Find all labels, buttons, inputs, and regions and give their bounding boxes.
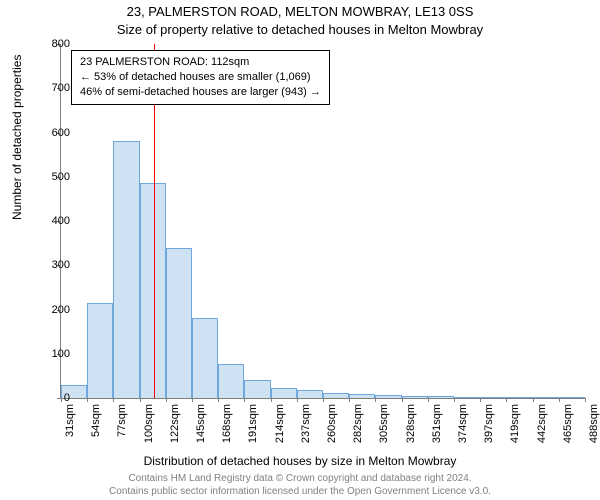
callout-line: 23 PALMERSTON ROAD: 112sqm bbox=[80, 55, 321, 70]
x-tick-mark bbox=[506, 398, 507, 402]
x-tick-mark bbox=[244, 398, 245, 402]
x-tick-label: 191sqm bbox=[247, 404, 259, 443]
x-tick-label: 397sqm bbox=[483, 404, 495, 443]
histogram-bar bbox=[140, 183, 166, 398]
histogram-bar bbox=[113, 141, 139, 398]
y-axis-label: Number of detached properties bbox=[10, 55, 24, 220]
x-tick-mark bbox=[113, 398, 114, 402]
x-tick-mark bbox=[402, 398, 403, 402]
histogram-chart: 23, PALMERSTON ROAD, MELTON MOWBRAY, LE1… bbox=[0, 0, 600, 500]
x-tick-label: 260sqm bbox=[326, 404, 338, 443]
x-tick-mark bbox=[585, 398, 586, 402]
x-tick-mark bbox=[166, 398, 167, 402]
x-tick-mark bbox=[218, 398, 219, 402]
callout-line: ← 53% of detached houses are smaller (1,… bbox=[80, 70, 321, 85]
y-tick-label: 200 bbox=[34, 304, 70, 316]
histogram-bar bbox=[480, 397, 506, 398]
histogram-bar bbox=[297, 390, 323, 398]
histogram-bar bbox=[533, 397, 559, 398]
x-tick-mark bbox=[323, 398, 324, 402]
callout-line: 46% of semi-detached houses are larger (… bbox=[80, 85, 321, 100]
x-tick-mark bbox=[349, 398, 350, 402]
histogram-bar bbox=[244, 380, 270, 398]
x-tick-label: 351sqm bbox=[431, 404, 443, 443]
y-tick-label: 800 bbox=[34, 38, 70, 50]
x-tick-mark bbox=[428, 398, 429, 402]
x-tick-mark bbox=[559, 398, 560, 402]
chart-title-sub: Size of property relative to detached ho… bbox=[0, 22, 600, 37]
x-tick-mark bbox=[533, 398, 534, 402]
x-tick-label: 54sqm bbox=[90, 404, 102, 437]
x-tick-label: 237sqm bbox=[300, 404, 312, 443]
x-tick-mark bbox=[480, 398, 481, 402]
chart-title-main: 23, PALMERSTON ROAD, MELTON MOWBRAY, LE1… bbox=[0, 4, 600, 19]
histogram-bar bbox=[323, 393, 349, 398]
footer-attribution: Contains HM Land Registry data © Crown c… bbox=[0, 473, 600, 498]
x-tick-label: 122sqm bbox=[169, 404, 181, 443]
x-axis-label: Distribution of detached houses by size … bbox=[0, 454, 600, 468]
y-tick-label: 500 bbox=[34, 171, 70, 183]
x-tick-label: 465sqm bbox=[562, 404, 574, 443]
x-tick-mark bbox=[454, 398, 455, 402]
x-tick-mark bbox=[87, 398, 88, 402]
x-tick-mark bbox=[192, 398, 193, 402]
x-tick-label: 442sqm bbox=[536, 404, 548, 443]
histogram-bar bbox=[271, 388, 297, 398]
x-tick-label: 282sqm bbox=[352, 404, 364, 443]
x-tick-label: 214sqm bbox=[274, 404, 286, 443]
x-tick-mark bbox=[140, 398, 141, 402]
x-tick-mark bbox=[271, 398, 272, 402]
plot-area: 23 PALMERSTON ROAD: 112sqm ← 53% of deta… bbox=[60, 44, 585, 399]
histogram-bar bbox=[218, 364, 244, 399]
histogram-bar bbox=[192, 318, 218, 398]
x-tick-label: 100sqm bbox=[143, 404, 155, 443]
y-tick-label: 100 bbox=[34, 348, 70, 360]
histogram-bar bbox=[559, 397, 585, 398]
marker-callout: 23 PALMERSTON ROAD: 112sqm ← 53% of deta… bbox=[71, 50, 330, 105]
x-tick-label: 168sqm bbox=[221, 404, 233, 443]
histogram-bar bbox=[506, 397, 532, 398]
histogram-bar bbox=[454, 397, 480, 398]
x-tick-label: 305sqm bbox=[378, 404, 390, 443]
x-tick-label: 328sqm bbox=[405, 404, 417, 443]
histogram-bar bbox=[402, 396, 428, 398]
y-tick-label: 0 bbox=[34, 392, 70, 404]
y-tick-label: 600 bbox=[34, 127, 70, 139]
histogram-bar bbox=[375, 395, 401, 398]
histogram-bar bbox=[87, 303, 113, 398]
footer-line: Contains public sector information licen… bbox=[0, 486, 600, 499]
x-tick-label: 145sqm bbox=[195, 404, 207, 443]
y-tick-label: 700 bbox=[34, 82, 70, 94]
x-tick-label: 419sqm bbox=[509, 404, 521, 443]
y-tick-label: 300 bbox=[34, 259, 70, 271]
x-tick-label: 31sqm bbox=[64, 404, 76, 437]
x-tick-mark bbox=[297, 398, 298, 402]
x-tick-label: 77sqm bbox=[116, 404, 128, 437]
x-tick-label: 488sqm bbox=[588, 404, 600, 443]
y-tick-label: 400 bbox=[34, 215, 70, 227]
histogram-bar bbox=[166, 248, 192, 398]
x-tick-mark bbox=[375, 398, 376, 402]
histogram-bar bbox=[349, 394, 375, 398]
x-tick-label: 374sqm bbox=[457, 404, 469, 443]
footer-line: Contains HM Land Registry data © Crown c… bbox=[0, 473, 600, 486]
histogram-bar bbox=[428, 396, 454, 398]
